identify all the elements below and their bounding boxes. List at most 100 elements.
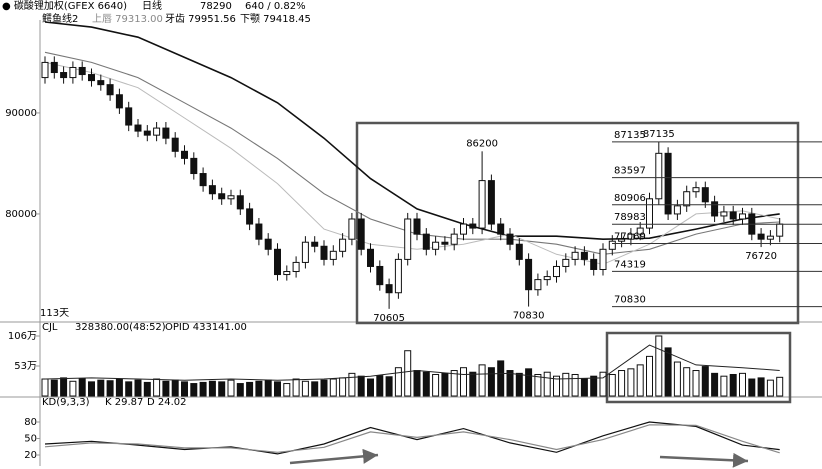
candle-body xyxy=(729,211,737,220)
candle-body xyxy=(766,235,774,240)
volume-bar xyxy=(422,371,430,397)
indicator-line xyxy=(44,421,780,455)
candle-body xyxy=(580,251,588,260)
volume-bar xyxy=(181,381,188,397)
volume-bar xyxy=(162,380,170,397)
volume-bar xyxy=(236,383,244,397)
price-annotation: 87135 xyxy=(643,129,675,140)
volume-bar xyxy=(97,379,105,397)
price-annotation: 76720 xyxy=(745,251,777,262)
volume-bar xyxy=(376,375,384,397)
candle-body xyxy=(227,195,235,200)
volume-bar xyxy=(367,378,374,397)
candle-body xyxy=(385,284,393,294)
volume-bar xyxy=(478,364,486,397)
volume-bar xyxy=(385,376,393,397)
candle-body xyxy=(627,233,635,240)
candle-body xyxy=(553,265,560,278)
candle-body xyxy=(701,187,709,203)
indicator-name[interactable]: 鳄鱼线2 xyxy=(42,12,78,25)
candle-body xyxy=(720,211,728,217)
level-label: 80906 xyxy=(614,193,646,204)
candle-body xyxy=(311,241,319,247)
volume-bar xyxy=(469,371,477,397)
candle-body xyxy=(757,233,765,240)
y-tick-label: 80000 xyxy=(5,209,37,220)
level-label: 74319 xyxy=(614,259,646,270)
candle-body xyxy=(320,245,328,260)
volume-bar xyxy=(739,372,746,397)
candle-body xyxy=(134,124,142,132)
volume-bar xyxy=(329,378,337,397)
volume-bar xyxy=(553,375,560,397)
volume-value: 328380.00(48:52) xyxy=(75,322,166,333)
candle-body xyxy=(329,250,337,260)
volume-bar xyxy=(487,367,495,397)
volume-bar xyxy=(766,379,774,397)
level-label: 87135 xyxy=(614,130,646,141)
candle-body xyxy=(60,72,68,79)
candle-body xyxy=(460,223,467,235)
candle-body xyxy=(711,201,719,217)
candle-body xyxy=(97,80,105,86)
volume-bar xyxy=(646,355,653,397)
period[interactable]: 日线 xyxy=(142,0,162,12)
candle-body xyxy=(618,238,626,242)
y-tick-label: 106万 xyxy=(8,331,37,342)
candle-body xyxy=(78,66,86,76)
candle-body xyxy=(608,240,616,250)
price-annotation: 86200 xyxy=(466,138,498,149)
volume-bar xyxy=(264,379,272,397)
volume-bar xyxy=(460,367,467,397)
candle-body xyxy=(497,223,505,235)
volume-bar xyxy=(171,379,179,397)
volume-bar xyxy=(636,364,644,397)
candle-body xyxy=(506,233,514,245)
candle-body xyxy=(115,94,123,109)
kd-title[interactable]: KD(9,3,3) xyxy=(42,397,90,408)
y-tick-label: 80 xyxy=(24,417,37,428)
candle-body xyxy=(301,241,309,263)
candle-body xyxy=(571,251,579,260)
candle-body xyxy=(776,223,784,237)
candle-body xyxy=(274,248,281,276)
volume-bar xyxy=(88,381,95,397)
indicator-value: 牙齿 79951.56 xyxy=(165,13,236,25)
volume-bar xyxy=(394,367,402,397)
volume-bar xyxy=(450,370,458,397)
volume-bar xyxy=(50,379,58,397)
candle-body xyxy=(69,66,77,79)
candle-body xyxy=(218,193,226,200)
volume-bar xyxy=(673,361,681,397)
price-annotation: 70830 xyxy=(513,311,545,322)
candle-body xyxy=(246,208,254,225)
volume-bar xyxy=(208,380,216,397)
candle-body xyxy=(655,152,663,200)
candle-body xyxy=(683,191,691,207)
volume-bar xyxy=(106,380,114,397)
candle-body xyxy=(50,61,58,74)
candle-body xyxy=(450,233,458,245)
volume-bar xyxy=(339,377,347,397)
volume-bar xyxy=(274,381,281,397)
volume-bar xyxy=(608,373,616,397)
symbol-title[interactable]: ● 碳酸锂加权(GFEX 6640) xyxy=(2,0,127,12)
volume-bar xyxy=(190,383,198,397)
candle-body xyxy=(404,218,412,260)
y-tick-label: 20 xyxy=(24,450,37,461)
indicator-value: 上唇 79313.00 xyxy=(92,13,163,25)
volume-bar xyxy=(683,367,691,397)
level-label: 70830 xyxy=(614,295,646,306)
volume-bar xyxy=(506,370,514,397)
candle-body xyxy=(339,238,347,252)
candle-body xyxy=(599,248,607,270)
candle-body xyxy=(292,261,300,273)
volume-bar xyxy=(525,368,533,397)
volume-bar xyxy=(590,375,598,397)
candle-body xyxy=(153,127,161,136)
candle-body xyxy=(413,218,421,235)
candle-body xyxy=(125,107,133,126)
volume-title[interactable]: CJL xyxy=(42,322,58,333)
volume-bar xyxy=(60,377,68,397)
